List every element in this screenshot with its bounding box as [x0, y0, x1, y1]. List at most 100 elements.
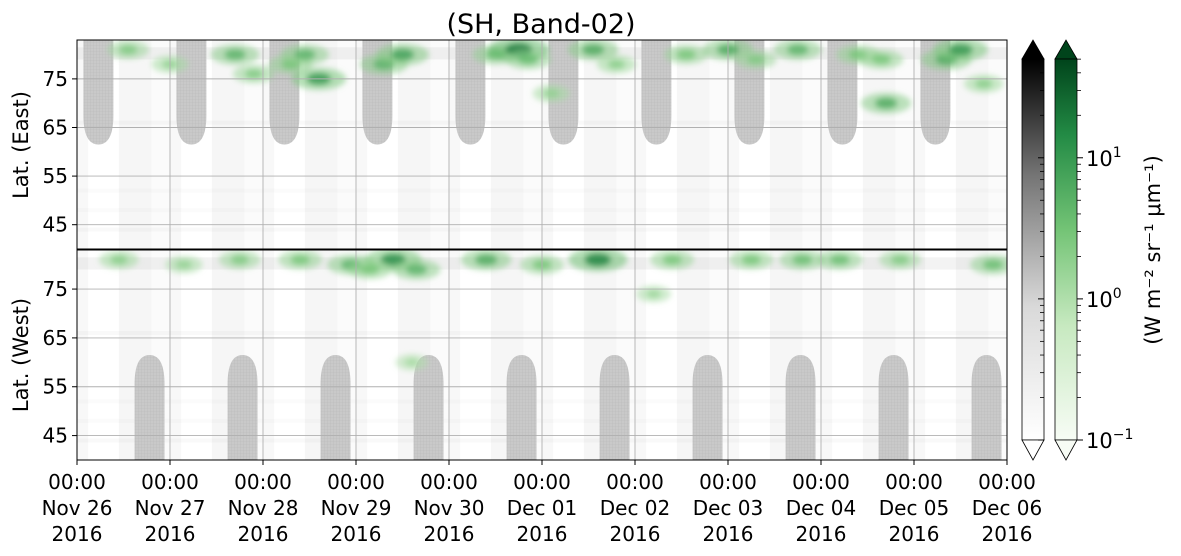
radiance-event-core: [119, 45, 138, 55]
radiance-event-core: [518, 54, 539, 65]
x-tick-label: 00:00: [234, 470, 292, 494]
radiance-event-core: [584, 253, 611, 266]
radiance-event-core: [175, 260, 192, 269]
radiance-event-core: [891, 255, 910, 265]
gray-shade-band: [583, 40, 617, 249]
x-tick-label: 00:00: [420, 470, 478, 494]
radiance-event-core: [230, 255, 249, 265]
radiance-event-core: [746, 54, 765, 65]
west-radiance-events: [99, 250, 1007, 371]
daylight-mask: [827, 40, 858, 145]
gray-shade-band: [263, 40, 275, 249]
radiance-event-core: [224, 49, 246, 60]
colorbar-gray-extend-min: [1021, 439, 1045, 461]
colorbar-label: (W m⁻² sr⁻¹ μm⁻¹): [1141, 155, 1165, 345]
gray-shade-band: [821, 40, 833, 249]
x-tick-label: 00:00: [141, 470, 199, 494]
x-tick-label: 00:00: [327, 470, 385, 494]
y-tick-label: 65: [43, 115, 68, 139]
gray-shade-band: [862, 40, 896, 249]
radiance-event-core: [948, 43, 973, 56]
gray-shade-band: [914, 40, 926, 249]
x-tick-label: 2016: [145, 522, 196, 546]
gray-shade-band: [728, 40, 740, 249]
x-tick-label: Nov 26: [42, 496, 113, 520]
gray-shade-band: [955, 40, 989, 249]
x-tick-label: 2016: [982, 522, 1033, 546]
colorbar-tick-exponent: 0: [1113, 286, 1122, 302]
radiance-event-core: [662, 254, 682, 265]
colorbar-gray: [1021, 39, 1045, 461]
x-tick-label: Dec 05: [879, 496, 950, 520]
radiance-event-core: [676, 49, 696, 60]
x-tick-label: Dec 02: [600, 496, 671, 520]
gray-shade-band: [709, 40, 728, 249]
daylight-mask: [320, 355, 351, 460]
east-y-ticks: 45 55 65 75: [43, 67, 77, 237]
colorbar-green-body: [1054, 58, 1078, 441]
radiance-event-core: [110, 255, 128, 265]
y-tick-label: 65: [43, 326, 68, 350]
radiance-event-core: [875, 97, 898, 109]
daylight-mask: [83, 40, 114, 145]
gray-shade-band: [356, 40, 368, 249]
y-tick-label: 55: [43, 375, 68, 399]
colorbar-tick-exponent: 1: [1113, 145, 1122, 161]
gray-shade-band: [263, 250, 275, 460]
x-tick-label: 00:00: [606, 470, 664, 494]
east-panel: [77, 40, 1007, 249]
radiance-event-core: [244, 69, 263, 79]
radiance-event-core: [404, 358, 419, 367]
daylight-mask: [455, 40, 486, 145]
east-ylabel: Lat. (East): [9, 91, 33, 199]
radiance-event-core: [360, 264, 380, 275]
x-tick-label: 2016: [238, 522, 289, 546]
gray-shade-band: [170, 250, 182, 460]
x-tick-label: Dec 03: [693, 496, 764, 520]
x-tick-label: 2016: [796, 522, 847, 546]
daylight-mask: [134, 355, 165, 460]
y-tick-label: 45: [43, 213, 68, 237]
radiance-event-core: [294, 49, 316, 60]
x-tick-label: 2016: [703, 522, 754, 546]
west-y-ticks: 75 65 55 45: [43, 277, 77, 448]
east-grid: [77, 40, 1007, 249]
gray-shade-band: [988, 40, 1007, 249]
gray-shade-band: [728, 250, 740, 460]
x-tick-label: Dec 01: [507, 496, 578, 520]
radiance-event-core: [983, 259, 1004, 270]
x-tick-label: 2016: [424, 522, 475, 546]
colorbar-gray-extend-max: [1021, 39, 1045, 60]
x-tick-label: 2016: [610, 522, 661, 546]
gray-shade-band: [802, 40, 821, 249]
y-tick-label: 75: [43, 277, 68, 301]
daylight-mask: [692, 355, 723, 460]
daylight-mask: [227, 355, 258, 460]
radiance-event-core: [290, 254, 310, 265]
gray-shade-band: [337, 40, 356, 249]
y-tick-label: 75: [43, 67, 68, 91]
gray-shade-band: [523, 40, 542, 249]
colorbar-green-extend-min: [1054, 439, 1078, 461]
colorbar-green-extend-max: [1054, 39, 1078, 60]
gray-shade-band: [490, 40, 524, 249]
x-tick-label: 2016: [889, 522, 940, 546]
colorbar-gray-body: [1021, 58, 1045, 441]
gray-shade-band: [821, 250, 833, 460]
gray-shade-band: [397, 40, 431, 249]
gray-shade-band: [914, 250, 926, 460]
west-grid: [77, 250, 1007, 460]
radiance-event-core: [741, 254, 761, 265]
gray-shade-band: [118, 40, 152, 249]
radiance-event-core: [582, 44, 605, 56]
x-tick-label: 00:00: [792, 470, 850, 494]
daylight-mask: [413, 355, 444, 460]
x-tick-label: 00:00: [513, 470, 571, 494]
radiance-event-core: [607, 59, 625, 69]
x-tick-label: Dec 06: [972, 496, 1043, 520]
radiance-event-core: [475, 254, 498, 266]
